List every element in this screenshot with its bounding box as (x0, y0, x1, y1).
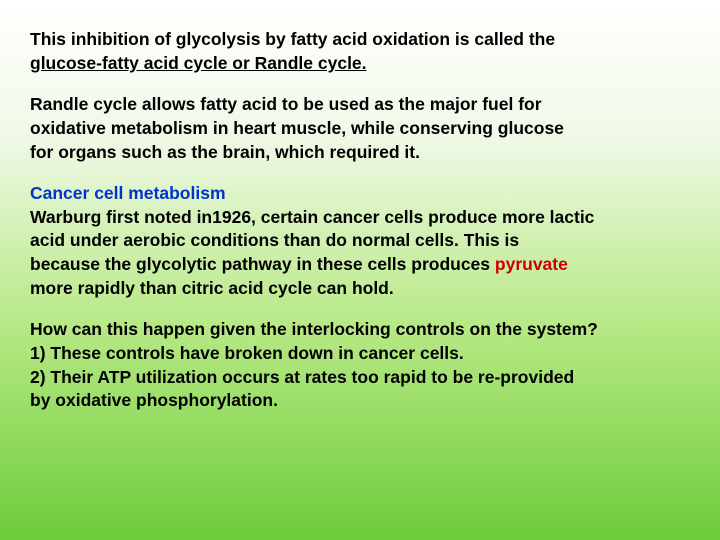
p2-line3: for organs such as the brain, which requ… (30, 141, 690, 165)
p3-l1b: 1926, certain cancer cells produce more … (212, 207, 594, 227)
paragraph-4: How can this happen given the interlocki… (30, 318, 690, 413)
p4-line2: 1) These controls have broken down in ca… (30, 342, 690, 366)
p4-line4: by oxidative phosphorylation. (30, 389, 690, 413)
p4-line1: How can this happen given the interlocki… (30, 318, 690, 342)
p3-heading: Cancer cell metabolism (30, 182, 690, 206)
p1-line1: This inhibition of glycolysis by fatty a… (30, 28, 690, 52)
pyruvate-text: pyruvate (495, 254, 568, 274)
paragraph-1: This inhibition of glycolysis by fatty a… (30, 28, 690, 75)
p2-line1: Randle cycle allows fatty acid to be use… (30, 93, 690, 117)
p2-line2: oxidative metabolism in heart muscle, wh… (30, 117, 690, 141)
p1-line2: glucose-fatty acid cycle or Randle cycle… (30, 52, 690, 76)
p3-l1a: Warburg first noted in (30, 207, 212, 227)
p3-line1: Warburg first noted in1926, certain canc… (30, 206, 690, 230)
p4-line3: 2) Their ATP utilization occurs at rates… (30, 366, 690, 390)
p3-line4: more rapidly than citric acid cycle can … (30, 277, 690, 301)
slide-content: This inhibition of glycolysis by fatty a… (0, 0, 720, 433)
p3-line3: because the glycolytic pathway in these … (30, 253, 690, 277)
paragraph-2: Randle cycle allows fatty acid to be use… (30, 93, 690, 164)
p3-l3a: because the glycolytic pathway in these … (30, 254, 495, 274)
p3-line2: acid under aerobic conditions than do no… (30, 229, 690, 253)
paragraph-3: Cancer cell metabolism Warburg first not… (30, 182, 690, 300)
